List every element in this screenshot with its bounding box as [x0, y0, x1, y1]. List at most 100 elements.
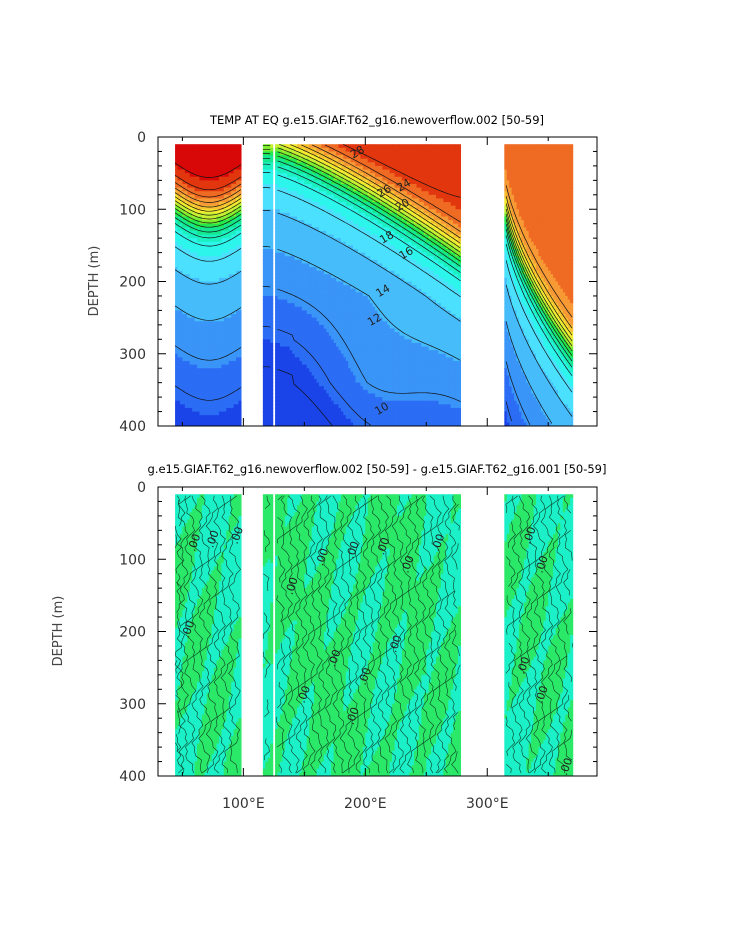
temperature-cell [331, 324, 335, 330]
temperature-cell [328, 176, 332, 181]
temperature-cell [326, 256, 330, 261]
temperature-cell [297, 328, 301, 333]
temperature-cell [306, 285, 310, 290]
temperature-cell [204, 407, 208, 413]
temperature-cell [314, 194, 318, 200]
temperature-cell [299, 144, 303, 149]
temperature-cell [187, 328, 191, 333]
temperature-cell [175, 350, 179, 355]
temperature-cell [214, 270, 218, 275]
temperature-cell [216, 386, 220, 391]
temperature-cell [301, 180, 305, 185]
temperature-cell [348, 252, 352, 257]
temperature-cell [262, 328, 266, 333]
temperature-cell [233, 321, 237, 326]
temperature-cell [297, 202, 301, 207]
temperature-cell [192, 230, 196, 236]
temperature-cell [179, 187, 183, 192]
temperature-cell [321, 173, 325, 178]
temperature-cell [331, 281, 335, 286]
temperature-cell [214, 144, 218, 149]
temperature-cell [265, 371, 269, 377]
temperature-cell [214, 321, 218, 326]
temperature-cell [218, 368, 223, 373]
temperature-cell [206, 407, 210, 413]
temperature-cell [304, 144, 308, 149]
temperature-cell [223, 173, 227, 178]
temperature-cell [277, 321, 281, 326]
temperature-cell [177, 248, 181, 254]
temperature-cell [316, 216, 320, 221]
temperature-cell [182, 335, 186, 340]
temperature-cell [194, 418, 198, 423]
temperature-cell [187, 386, 191, 391]
temperature-cell [177, 176, 181, 181]
temperature-cell [323, 299, 327, 304]
temperature-cell [194, 274, 198, 279]
temperature-cell [309, 223, 313, 228]
temperature-cell [262, 173, 266, 178]
temperature-cell [306, 147, 310, 153]
temperature-cell [336, 360, 340, 366]
temperature-cell [182, 328, 186, 333]
temperature-cell [187, 176, 191, 181]
temperature-cell [214, 314, 218, 319]
temperature-cell [175, 321, 179, 326]
temperature-cell [226, 194, 230, 200]
temperature-cell [184, 324, 188, 330]
temperature-cell [321, 328, 325, 333]
temperature-cell [306, 234, 310, 239]
temperature-cell [228, 357, 232, 362]
temperature-cell [277, 256, 281, 261]
temperature-cell [353, 227, 357, 232]
temperature-cell [292, 418, 296, 423]
temperature-cell [338, 364, 342, 369]
temperature-cell [326, 220, 330, 225]
temperature-cell [287, 281, 291, 286]
temperature-cell [345, 321, 349, 326]
temperature-cell [218, 176, 223, 181]
temperature-cell [238, 194, 242, 200]
temperature-cell [221, 270, 225, 275]
temperature-cell [311, 209, 315, 214]
temperature-cell [262, 230, 266, 236]
temperature-cell [238, 407, 242, 413]
temperature-cell [236, 400, 240, 405]
temperature-cell [328, 191, 332, 196]
temperature-cell [262, 306, 266, 311]
temperature-cell [309, 155, 313, 160]
temperature-cell [226, 328, 230, 333]
temperature-cell [189, 332, 193, 337]
temperature-cell [179, 227, 183, 232]
temperature-cell [338, 227, 342, 232]
temperature-cell [197, 397, 201, 402]
temperature-cell [182, 147, 186, 153]
temperature-cell [282, 270, 286, 275]
temperature-cell [328, 397, 332, 402]
temperature-cell [206, 191, 210, 196]
temperature-cell [289, 180, 293, 185]
temperature-cell [179, 360, 183, 366]
temperature-cell [223, 382, 227, 387]
temperature-cell [279, 303, 283, 308]
temperature-cell [287, 292, 291, 297]
temperature-cell [189, 324, 193, 330]
temperature-cell [275, 151, 279, 156]
temperature-cell [304, 411, 308, 416]
temperature-cell [316, 274, 320, 279]
temperature-cell [275, 176, 279, 181]
temperature-cell [267, 353, 271, 358]
temperature-cell [228, 162, 232, 167]
temperature-cell [301, 191, 305, 196]
temperature-cell [289, 234, 293, 239]
temperature-cell [179, 277, 183, 283]
temperature-cell [218, 169, 223, 174]
temperature-cell [209, 256, 213, 261]
temperature-cell [353, 151, 357, 156]
temperature-cell [197, 202, 201, 207]
temperature-cell [353, 155, 357, 160]
temperature-cell [233, 248, 237, 254]
temperature-cell [287, 386, 291, 391]
temperature-cell [179, 350, 183, 355]
temperature-cell [226, 339, 230, 344]
